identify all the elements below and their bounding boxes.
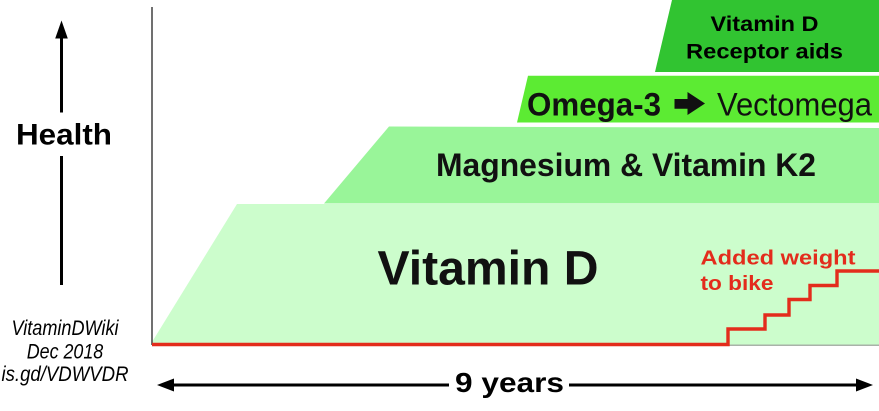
svg-text:is.gd/VDWVDR: is.gd/VDWVDR [2,363,129,386]
svg-text:Receptor aids: Receptor aids [686,40,843,64]
svg-text:Health: Health [16,119,112,152]
svg-text:Omega-3: Omega-3 [527,87,661,123]
svg-text:Dec 2018: Dec 2018 [27,341,104,364]
svg-text:Vitamin D: Vitamin D [378,242,599,295]
svg-text:Vectomega: Vectomega [717,87,872,123]
svg-text:9 years: 9 years [455,367,564,398]
svg-text:to bike: to bike [701,272,774,295]
svg-text:Magnesium & Vitamin K2: Magnesium & Vitamin K2 [436,147,816,183]
svg-text:Vitamin D: Vitamin D [711,12,819,36]
svg-text:VitaminDWiki: VitaminDWiki [12,317,120,340]
svg-text:Added weight: Added weight [701,247,856,270]
